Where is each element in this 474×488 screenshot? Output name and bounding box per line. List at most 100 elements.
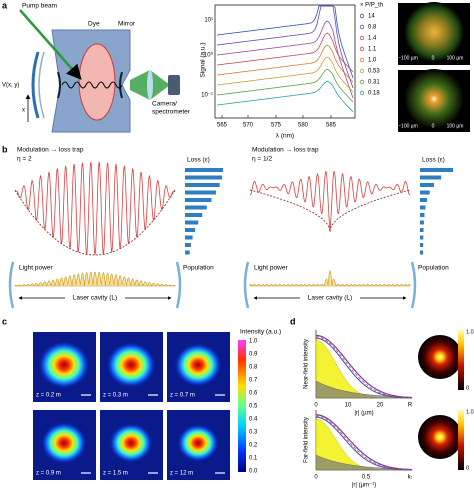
label: 0.3 — [249, 430, 258, 436]
population-bar — [185, 250, 190, 255]
label: λ (nm) — [276, 133, 294, 140]
label: 1.4 — [368, 36, 377, 42]
label: Mirror — [118, 21, 136, 28]
label: 100 µm — [447, 123, 464, 129]
curve — [249, 170, 411, 231]
population-bar — [420, 205, 426, 210]
label: Far-field intensity — [304, 417, 310, 463]
label: 565 — [217, 123, 228, 129]
population-bar — [185, 205, 207, 210]
label: |r| (µm) — [354, 411, 373, 417]
label: 10¹ — [204, 18, 213, 24]
label: 0 — [466, 385, 469, 391]
curve — [316, 336, 412, 399]
glow — [404, 69, 464, 129]
population-bar — [420, 198, 428, 202]
population-bar — [185, 190, 216, 195]
label: Pump beam — [22, 3, 57, 10]
label: 0 — [432, 123, 435, 129]
label: 0.2 — [249, 443, 258, 449]
label: z = 0.2 m — [36, 393, 61, 399]
panel-label: d — [290, 316, 296, 326]
label-bg — [300, 294, 360, 302]
label: η = 2 — [17, 156, 32, 163]
spectrum-frame — [214, 4, 356, 119]
label: 0.5 — [362, 475, 371, 481]
label: 0 — [314, 403, 318, 409]
label: V(x, y) — [2, 83, 19, 89]
label: 100 µm — [447, 55, 464, 61]
label: 0.9 — [249, 352, 258, 358]
label: Camera/ — [152, 101, 177, 108]
beam-spot — [109, 423, 153, 463]
label: Signal (a.u.) — [200, 42, 207, 77]
population-bar — [185, 228, 196, 232]
legend-marker — [359, 90, 365, 96]
label: 20 — [377, 403, 384, 409]
legend-marker — [359, 79, 365, 85]
curve — [216, 20, 354, 99]
label: Loss (ε) — [422, 157, 445, 164]
population-bar — [420, 175, 442, 180]
label: 0.0 — [249, 469, 258, 475]
label: spectrometer — [152, 109, 191, 116]
label: −100 µm — [398, 55, 418, 61]
population-bar — [185, 220, 199, 225]
curve — [216, 5, 354, 89]
curve — [316, 416, 412, 471]
colorbar — [238, 340, 246, 472]
curve — [14, 271, 176, 287]
label: Dye — [88, 21, 100, 28]
label: 0.6 — [249, 391, 258, 397]
label: Laser cavity (L) — [73, 295, 117, 302]
population-bar — [185, 175, 223, 180]
beam-spot — [177, 424, 219, 462]
label: 0.5 — [249, 404, 258, 410]
legend-marker — [359, 68, 365, 74]
label: 10⁰ — [204, 52, 214, 59]
population-bar — [420, 213, 425, 217]
label: z = 0.9 m — [36, 471, 61, 477]
curve — [410, 261, 417, 309]
curve — [315, 334, 413, 399]
label: Modulation → loss trap — [17, 147, 84, 154]
label: 10 — [345, 403, 352, 409]
colorbar — [458, 410, 464, 470]
label: 1.0 — [249, 339, 258, 345]
curve — [216, 5, 354, 79]
label: 0.7 — [249, 378, 258, 384]
curve — [316, 414, 412, 471]
label: z = 0.7 m — [170, 393, 195, 399]
label: z = 1.5 m — [103, 471, 128, 477]
curve — [316, 337, 413, 399]
label: η = 1/2 — [252, 156, 272, 163]
curve — [249, 269, 411, 287]
label: Laser cavity (L) — [308, 295, 352, 302]
beam-spot — [41, 422, 87, 464]
legend-marker — [359, 13, 365, 19]
legend-marker — [359, 35, 365, 41]
label: 0 — [466, 465, 469, 471]
curve — [216, 56, 354, 93]
label: R — [408, 403, 413, 409]
label: 0 — [314, 475, 318, 481]
label-bg — [65, 294, 125, 302]
label: Modulation → loss trap — [252, 147, 319, 154]
label: |r| (µm⁻¹) — [352, 483, 376, 488]
label: 0.8 — [249, 365, 258, 371]
label: x — [22, 108, 25, 114]
near-disk — [418, 335, 462, 379]
curve — [216, 68, 354, 103]
legend-marker — [359, 57, 365, 63]
population-bar — [420, 243, 424, 247]
label: 570 — [243, 123, 254, 129]
population-bar — [420, 183, 435, 187]
label: 1.0 — [368, 58, 377, 64]
label: Near-field intensity — [304, 339, 310, 389]
population-bar — [185, 235, 193, 240]
legend-marker — [359, 24, 365, 30]
label: Population — [183, 265, 214, 272]
far-disk — [418, 415, 462, 459]
panel-label: b — [2, 144, 8, 154]
population-bar — [185, 213, 203, 217]
